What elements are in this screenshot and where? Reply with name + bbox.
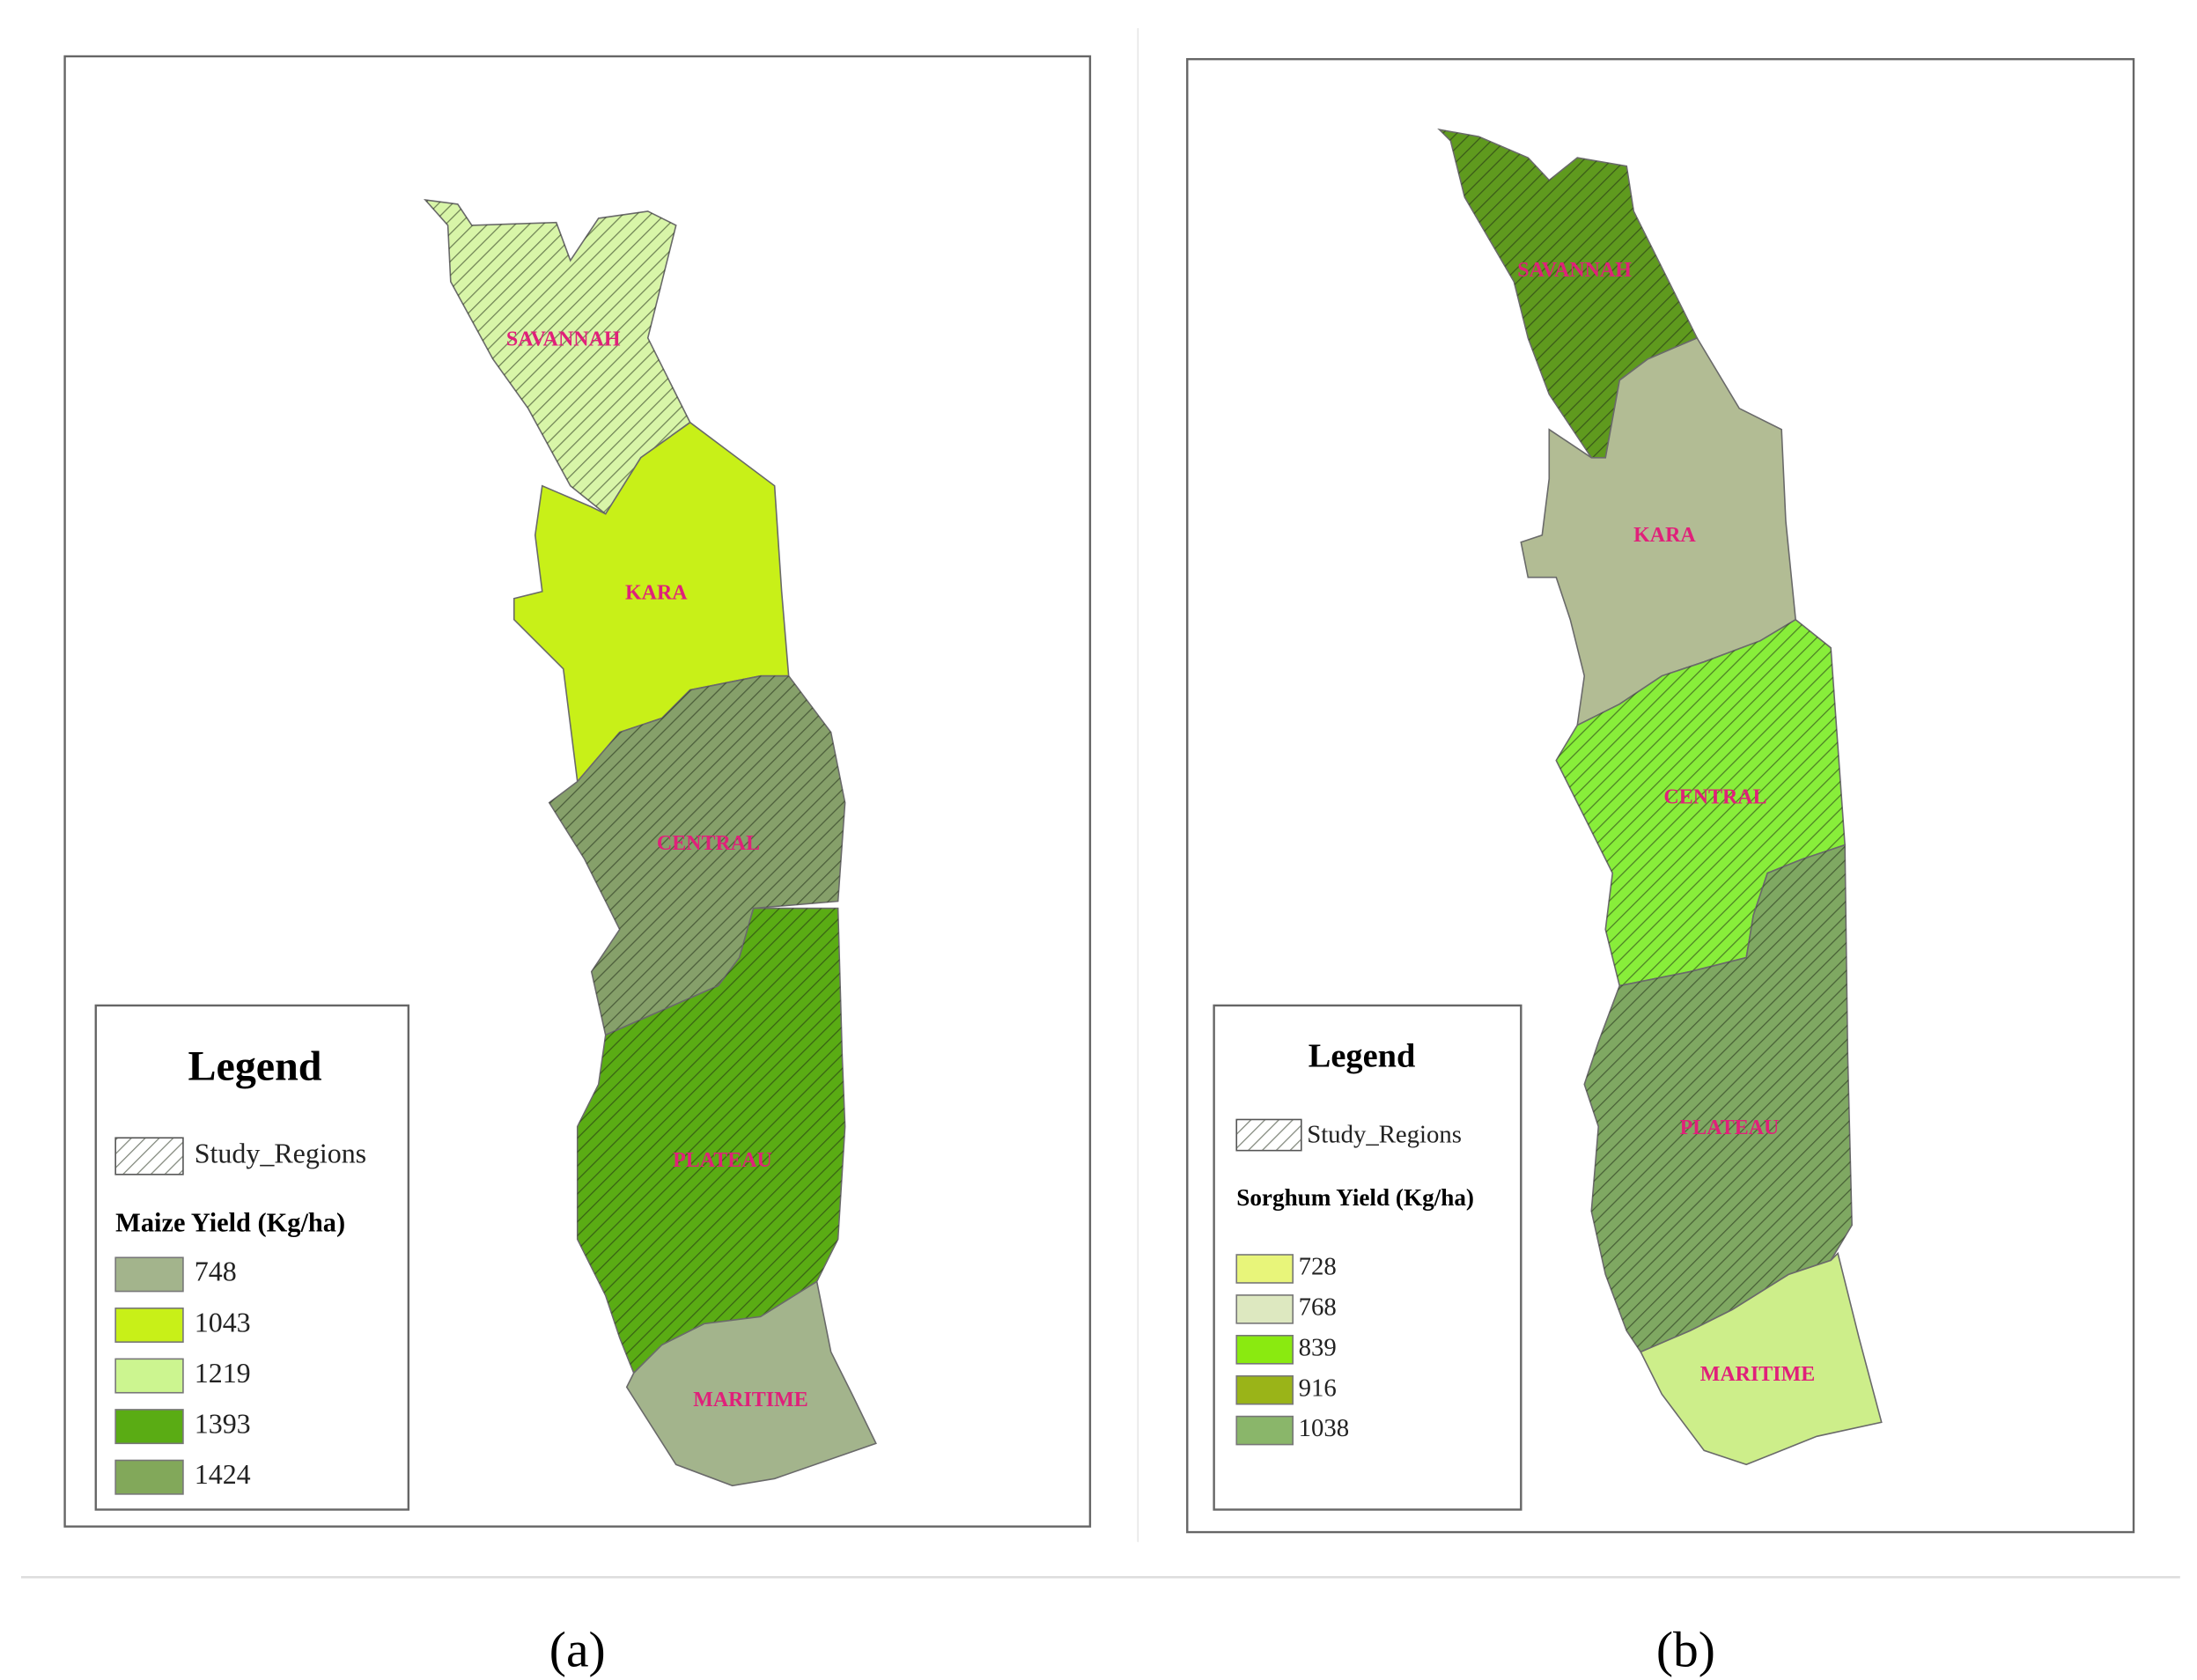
legend-swatch — [1235, 1415, 1294, 1446]
region-label: PLATEAU — [1680, 1116, 1780, 1139]
region-hatch — [1584, 844, 1853, 1352]
region-label: CENTRAL — [1663, 785, 1766, 808]
region — [625, 1280, 877, 1487]
region-label: MARITIME — [1700, 1363, 1815, 1386]
region-hatch — [1439, 129, 1698, 458]
hatch-swatch — [1235, 1118, 1302, 1152]
legend-swatch — [1235, 1254, 1294, 1284]
region-label: KARA — [1633, 524, 1696, 547]
legend-value: 1393 — [195, 1408, 251, 1439]
legend-swatch — [114, 1459, 184, 1495]
study-regions-label: Study_Regions — [1307, 1120, 1462, 1148]
legend-value: 1038 — [1299, 1414, 1350, 1442]
region-label: SAVANNAH — [1517, 259, 1632, 282]
region-label: CENTRAL — [657, 832, 760, 855]
legend-swatch — [1235, 1335, 1294, 1365]
legend-swatch — [114, 1358, 184, 1394]
region-hatch — [425, 200, 690, 514]
region-hatch — [1556, 619, 1846, 986]
region — [1640, 1251, 1883, 1466]
panel-label: (b) — [1656, 1622, 1715, 1677]
legend-value: 916 — [1299, 1374, 1337, 1402]
legend-swatch — [114, 1307, 184, 1343]
legend-swatch — [1235, 1294, 1294, 1324]
legend-swatch — [114, 1409, 184, 1445]
legend-value: 1424 — [195, 1459, 251, 1490]
region-hatch — [577, 908, 845, 1374]
panel-label: (a) — [549, 1622, 606, 1677]
region-label: PLATEAU — [673, 1149, 772, 1172]
yield-title: Sorghum Yield (Kg/ha) — [1236, 1184, 1474, 1211]
study-regions-label: Study_Regions — [195, 1138, 366, 1168]
legend-value: 1219 — [195, 1358, 251, 1389]
legend-swatch — [1235, 1374, 1294, 1405]
region-label: MARITIME — [693, 1389, 808, 1411]
legend-value: 1043 — [195, 1307, 251, 1337]
region-label: SAVANNAH — [506, 328, 621, 351]
region-label: KARA — [625, 581, 688, 604]
region — [512, 421, 790, 784]
region-hatch — [549, 675, 845, 1035]
hatch-swatch — [114, 1137, 184, 1175]
legend-value: 768 — [1299, 1293, 1337, 1322]
legend-value: 839 — [1299, 1333, 1337, 1361]
legend-title: Legend — [1309, 1038, 1416, 1075]
legend-value: 728 — [1299, 1253, 1337, 1281]
legend-swatch — [114, 1256, 184, 1293]
legend-value: 748 — [195, 1256, 237, 1287]
legend-title: Legend — [188, 1043, 322, 1090]
yield-title: Maize Yield (Kg/ha) — [115, 1207, 345, 1237]
